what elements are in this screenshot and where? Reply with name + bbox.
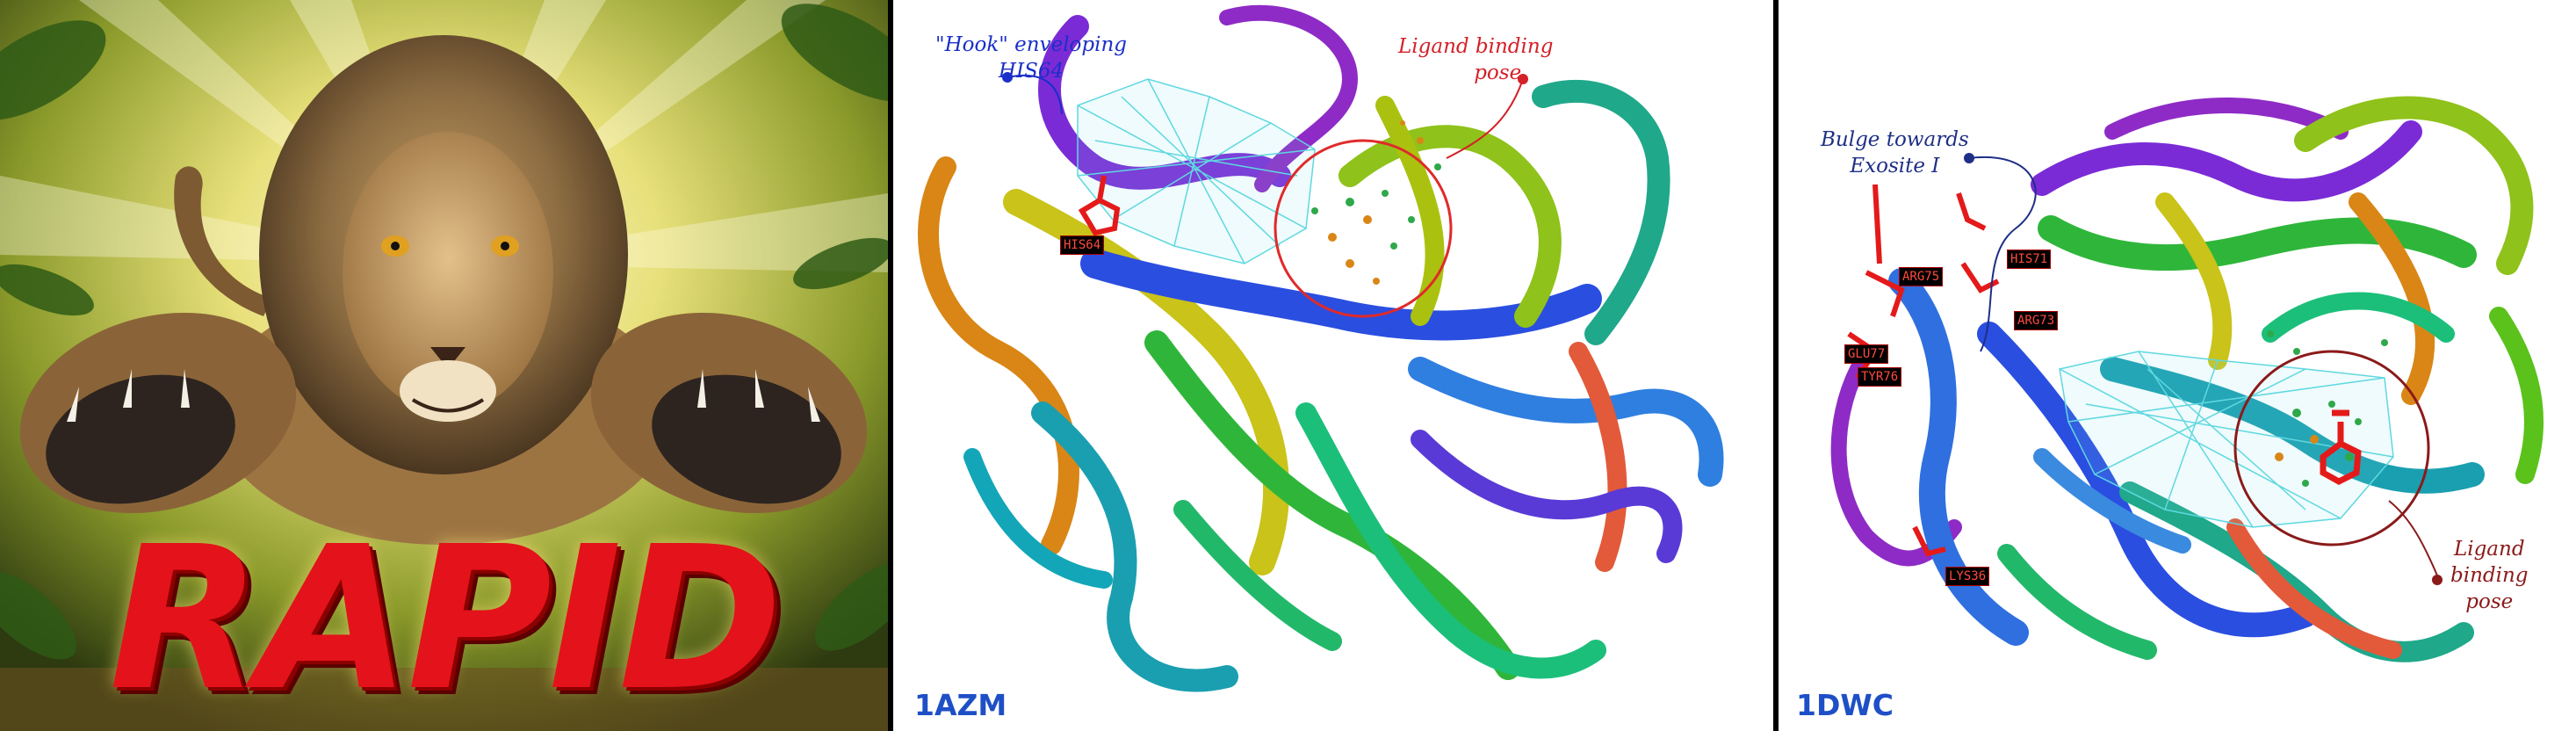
hook-leader-line — [1007, 74, 1063, 115]
bulge-annotation-line1: Bulge towards — [1821, 128, 1969, 151]
residue-label-lys36: LYS36 — [1945, 567, 1990, 586]
protein-ribbon-1azm — [918, 4, 1724, 692]
residue-label-his71: HIS71 — [2007, 250, 2052, 269]
ligand-binding-circle — [1274, 139, 1453, 318]
panel-divider — [1773, 0, 1779, 731]
lion-right-paw — [590, 312, 868, 514]
lion-illustration — [0, 0, 888, 731]
residue-label-his64: HIS64 — [1060, 235, 1105, 255]
ligand-dots — [2267, 330, 2388, 487]
binding-pocket-mesh — [2059, 351, 2394, 528]
lion-left-paw — [19, 312, 297, 514]
lion-tail — [174, 166, 272, 316]
ligand-annotation-line1: Ligand binding — [1398, 35, 1554, 58]
ligand-leader-line — [1446, 78, 1524, 159]
ligand-annotation-line2: pose — [1474, 62, 1522, 84]
ligand-dots — [1311, 120, 1441, 285]
bulge-annotation-line2: Exosite I — [1850, 155, 1940, 177]
ligand-leader-line — [2388, 500, 2438, 576]
ligand-annotation-line1: Ligand — [2453, 538, 2525, 561]
structure-panel-1dwc: Bulge towards Exosite I Ligand binding p… — [1779, 0, 2576, 731]
protein-ribbon-1dwc — [1830, 96, 2544, 662]
panel-divider — [888, 0, 893, 731]
jungle-leaves — [0, 4, 888, 660]
structure-panel-1azm: "Hook" enveloping HIS64 Ligand binding p… — [893, 0, 1773, 731]
ligand-annotation-1azm: Ligand binding pose — [1398, 33, 1553, 86]
residue-label-glu77: GLU77 — [1844, 344, 1889, 364]
ligand-binding-circle — [2233, 350, 2430, 546]
ligand-annotation-1dwc: Ligand binding pose — [2450, 536, 2529, 615]
binding-pocket-mesh — [1077, 78, 1316, 264]
hook-annotation-line2: HIS64 — [998, 60, 1064, 83]
pdb-id-label-1dwc: 1DWC — [1796, 688, 1894, 722]
bulge-annotation: Bulge towards Exosite I — [1821, 127, 1969, 179]
bulge-leader-line — [1968, 156, 2037, 352]
lion-nose — [430, 347, 465, 369]
his64-residue — [1078, 175, 1121, 236]
ligand-sticks — [2320, 409, 2362, 485]
hook-annotation: "Hook" enveloping HIS64 — [935, 32, 1127, 84]
ligand-annotation-line2: binding — [2450, 564, 2529, 587]
ligand-annotation-line3: pose — [2465, 590, 2514, 613]
pdb-id-label-1azm: 1AZM — [914, 688, 1007, 722]
residue-label-arg73: ARG73 — [2014, 311, 2059, 330]
residue-label-arg75: ARG75 — [1899, 267, 1944, 286]
rapid-title-text: RAPID — [109, 504, 783, 731]
lion-face — [343, 132, 553, 413]
lion-artwork-panel: RAPID — [0, 0, 888, 731]
hook-annotation-line1: "Hook" enveloping — [935, 33, 1128, 56]
residue-label-tyr76: TYR76 — [1858, 367, 1902, 387]
